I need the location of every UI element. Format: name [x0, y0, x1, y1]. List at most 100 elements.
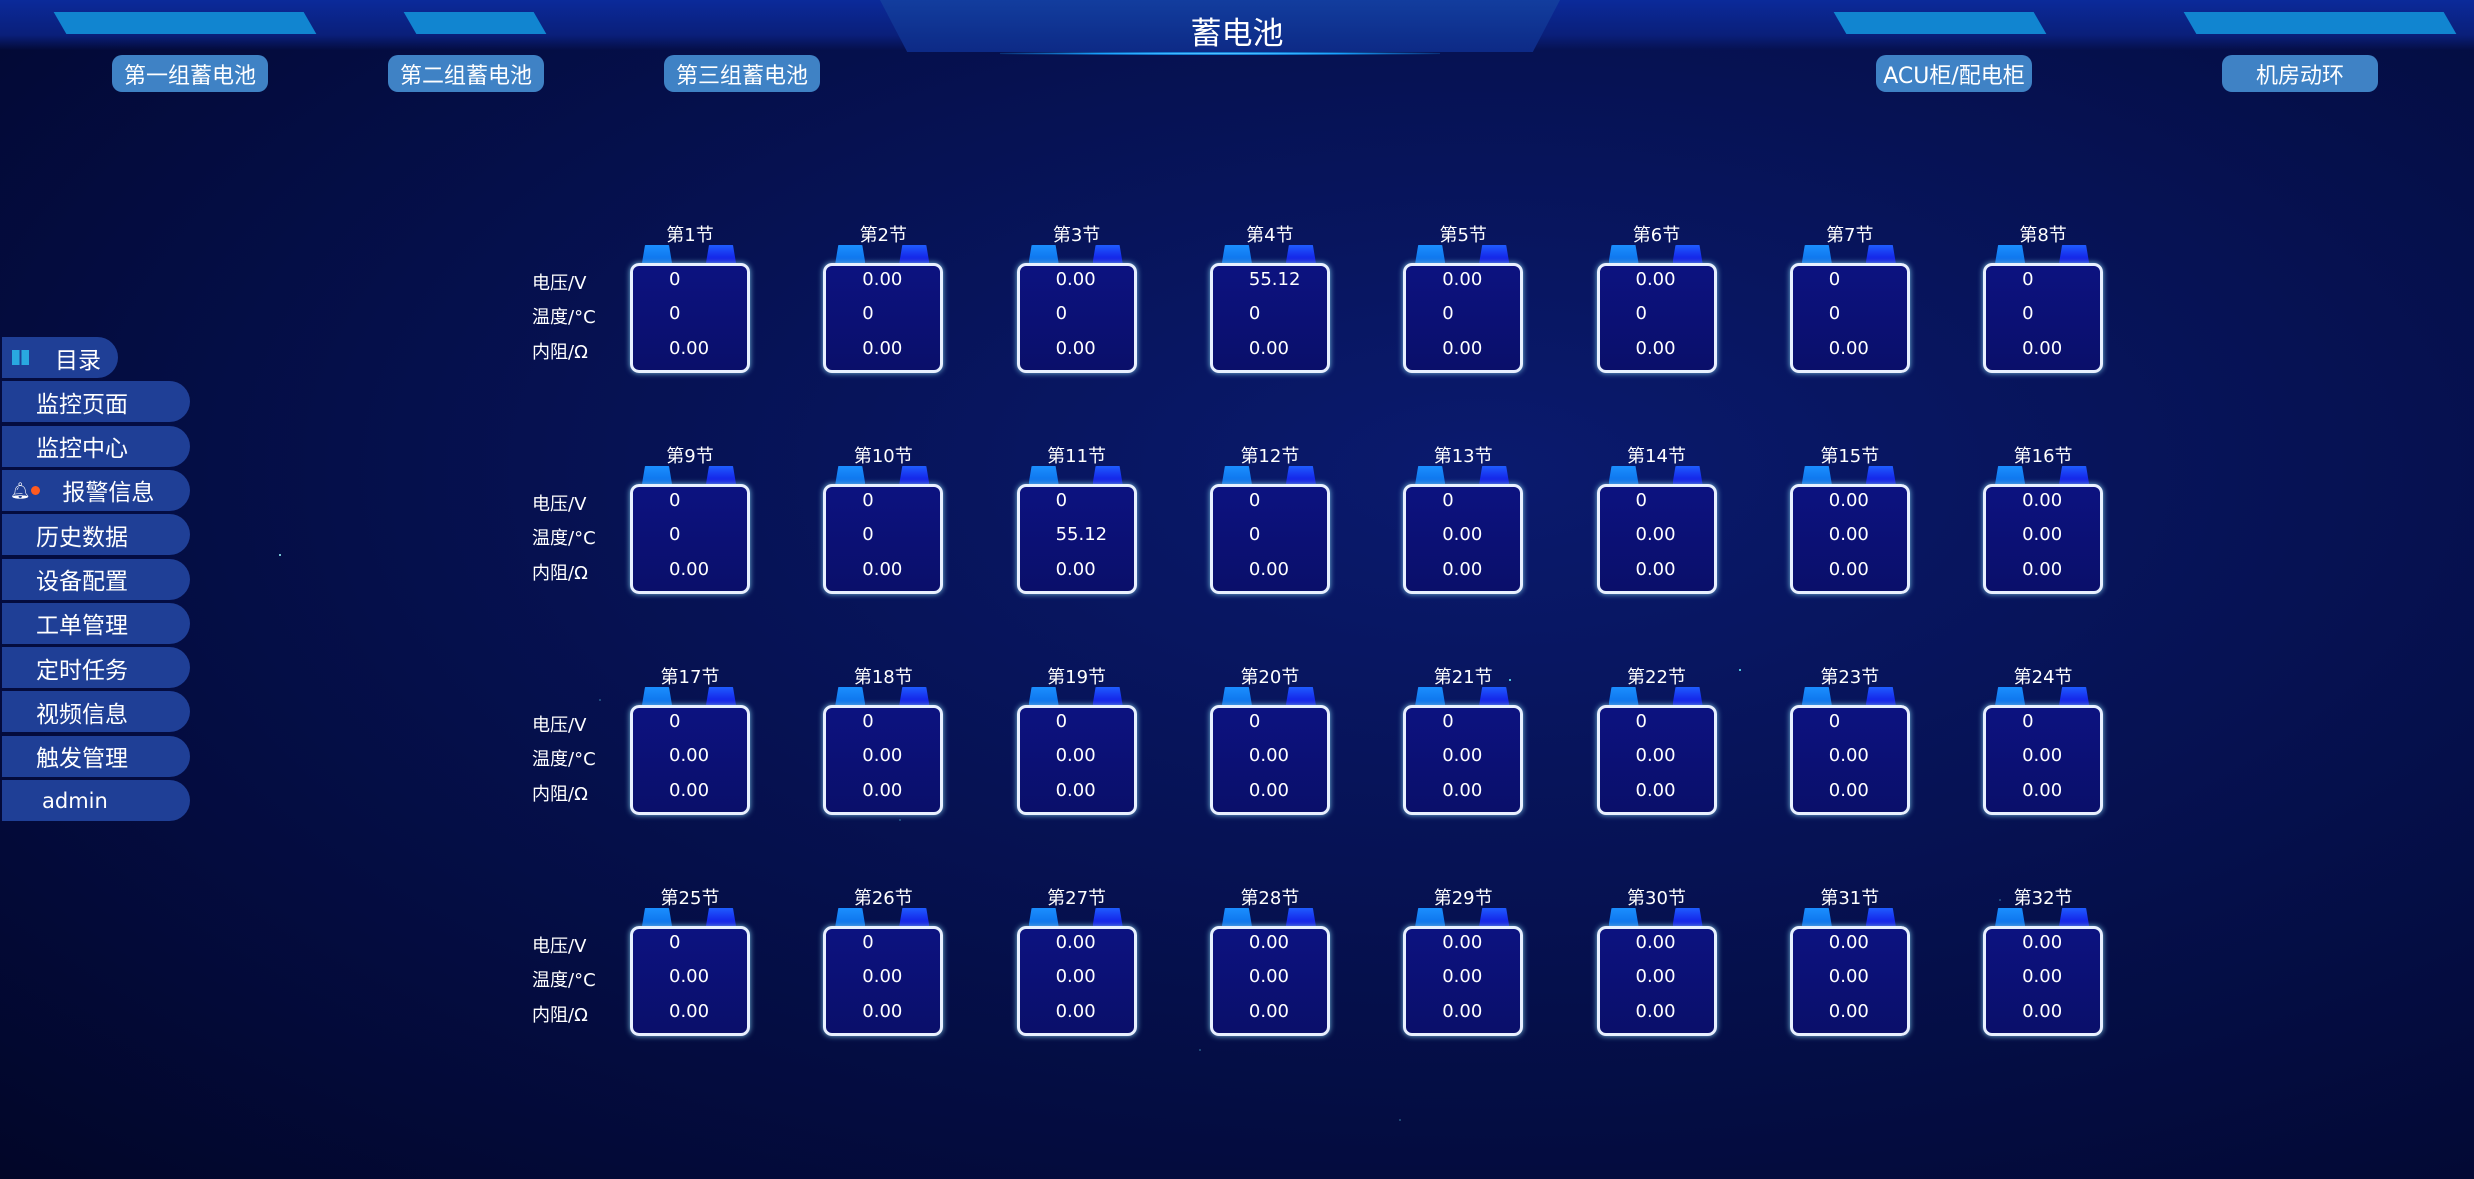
terminal-positive	[1801, 466, 1832, 484]
resistance-value: 0.00	[1055, 780, 1096, 801]
battery-cell[interactable]: 0 0.00 0.00	[1016, 705, 1137, 815]
temperature-value: 0.00	[1828, 745, 1869, 766]
terminal-positive	[1221, 908, 1252, 926]
battery-cell[interactable]: 0.00 0.00 0.00	[1403, 926, 1524, 1036]
terminal-negative	[1672, 687, 1703, 705]
terminal-negative	[706, 908, 736, 926]
temperature-value: 0.00	[1248, 966, 1289, 987]
battery-cell[interactable]: 0.00 0.00 0.00	[1789, 926, 1910, 1036]
battery-cell[interactable]: 0 0.00 0.00	[1983, 705, 2104, 815]
battery-cell[interactable]: 0 0 0.00	[1789, 263, 1910, 373]
sidebar-item-1[interactable]: 监控页面	[2, 381, 190, 423]
terminal-negative	[899, 245, 930, 263]
voltage-value: 0	[862, 711, 874, 732]
sidebar-item-2[interactable]: 监控中心	[2, 425, 190, 467]
battery-cell[interactable]: 0 0 0.00	[823, 484, 944, 594]
battery-cell[interactable]: 0.00 0 0.00	[823, 263, 944, 373]
terminal-positive	[835, 687, 866, 705]
battery-cell[interactable]: 0 0.00 0.00	[1596, 484, 1717, 594]
battery-cell[interactable]: 0.00 0 0.00	[1016, 263, 1137, 373]
voltage-value: 0	[2022, 269, 2034, 290]
battery-cell[interactable]: 0.00 0.00 0.00	[1983, 926, 2104, 1036]
terminal-positive	[1608, 908, 1639, 926]
sidebar-item-5[interactable]: 设备配置	[2, 558, 190, 600]
battery-cell[interactable]: 0 0.00 0.00	[823, 926, 944, 1036]
voltage-label: 电压/V	[532, 715, 587, 736]
terminal-negative	[899, 466, 930, 484]
sidebar-item-7[interactable]: 定时任务	[2, 647, 190, 689]
terminal-positive	[1801, 687, 1832, 705]
battery-cell[interactable]: 0 0.00 0.00	[823, 705, 944, 815]
temperature-value: 0.00	[1828, 966, 1869, 987]
nav-room-button[interactable]: 机房动环	[2222, 55, 2378, 92]
battery-cell[interactable]: 0.00 0 0.00	[1596, 263, 1717, 373]
nav-group3-button[interactable]: 第三组蓄电池	[664, 55, 820, 92]
battery-cell[interactable]: 0 0.00 0.00	[1403, 705, 1524, 815]
battery-cell[interactable]: 0 0 0.00	[630, 263, 750, 373]
terminal-positive	[1221, 687, 1252, 705]
battery-cell[interactable]: 0 0 0.00	[1983, 263, 2104, 373]
battery-cell[interactable]: 0.00 0 0.00	[1403, 263, 1524, 373]
battery-cell[interactable]: 0.00 0.00 0.00	[1016, 926, 1137, 1036]
battery-cell[interactable]: 0 0.00 0.00	[630, 926, 750, 1036]
cell-title: 第10节	[853, 446, 913, 467]
voltage-value: 0	[669, 711, 681, 732]
voltage-value: 0.00	[1635, 932, 1676, 953]
terminal-negative	[899, 908, 930, 926]
terminal-negative	[1672, 466, 1703, 484]
battery-cell[interactable]: 0 0 0.00	[630, 484, 750, 594]
battery-cell[interactable]: 0 0.00 0.00	[630, 705, 750, 815]
battery-cell[interactable]: 0.00 0.00 0.00	[1983, 484, 2104, 594]
sidebar-item-8[interactable]: 视频信息	[2, 691, 190, 733]
resistance-value: 0.00	[862, 338, 903, 359]
nav-group2-button[interactable]: 第二组蓄电池	[388, 55, 544, 92]
terminal-positive	[642, 466, 672, 484]
battery-cell[interactable]: 0.00 0.00 0.00	[1596, 926, 1717, 1036]
battery-cell[interactable]: 0.00 0.00 0.00	[1789, 484, 1910, 594]
cell-title: 第18节	[853, 667, 913, 688]
resistance-value: 0.00	[1828, 559, 1869, 580]
terminal-negative	[1479, 687, 1510, 705]
terminal-negative	[1479, 466, 1510, 484]
cell-title: 第24节	[2013, 667, 2073, 688]
nav-group1-button[interactable]: 第一组蓄电池	[112, 55, 268, 92]
voltage-value: 0	[1055, 490, 1068, 511]
battery-cell[interactable]: 55.12 0 0.00	[1209, 263, 1330, 373]
temperature-label: 温度/°C	[532, 749, 596, 770]
sidebar-item-10[interactable]: admin	[2, 780, 190, 821]
nav-acu-button[interactable]: ACU柜/配电柜	[1876, 55, 2032, 92]
temperature-value: 0.00	[1055, 966, 1096, 987]
resistance-value: 0.00	[1635, 559, 1676, 580]
sidebar-item-3[interactable]: 🔔︎ 报警信息	[2, 469, 190, 511]
battery-cell[interactable]: 0 0.00 0.00	[1209, 705, 1330, 815]
sidebar-item-0[interactable]: 目录	[2, 337, 118, 378]
resistance-value: 0.00	[1248, 1001, 1289, 1022]
sidebar-item-label: 监控页面	[36, 391, 128, 418]
battery-cell[interactable]: 0 0 0.00	[1209, 484, 1330, 594]
terminal-negative	[1479, 908, 1510, 926]
cell-title: 第21节	[1433, 667, 1493, 688]
terminal-negative	[1092, 245, 1123, 263]
terminal-positive	[1028, 245, 1059, 263]
battery-cell[interactable]: 0 0.00 0.00	[1789, 705, 1910, 815]
temperature-value: 0.00	[1248, 745, 1289, 766]
temperature-value: 0.00	[669, 966, 710, 987]
battery-cell[interactable]: 0 55.12 0.00	[1016, 484, 1137, 594]
terminal-negative	[2059, 687, 2090, 705]
terminal-negative	[1865, 687, 1896, 705]
battery-cell[interactable]: 0 0.00 0.00	[1596, 705, 1717, 815]
resistance-value: 0.00	[1442, 559, 1483, 580]
resistance-value: 0.00	[669, 780, 710, 801]
sidebar-item-4[interactable]: 历史数据	[2, 514, 190, 556]
terminal-positive	[1415, 687, 1446, 705]
sidebar-item-6[interactable]: 工单管理	[2, 602, 190, 644]
resistance-value: 0.00	[1828, 1001, 1869, 1022]
cell-title: 第15节	[1820, 446, 1880, 467]
resistance-value: 0.00	[2022, 780, 2063, 801]
sidebar-item-9[interactable]: 触发管理	[2, 735, 190, 777]
cell-title: 第22节	[1627, 667, 1686, 688]
battery-cell[interactable]: 0 0.00 0.00	[1403, 484, 1524, 594]
terminal-negative	[706, 687, 736, 705]
cell-title: 第27节	[1047, 888, 1107, 909]
battery-cell[interactable]: 0.00 0.00 0.00	[1209, 926, 1330, 1036]
